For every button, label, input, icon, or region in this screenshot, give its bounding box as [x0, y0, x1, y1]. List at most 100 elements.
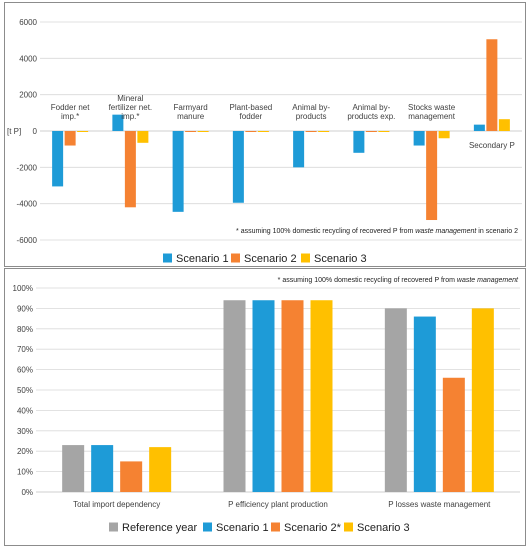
- legend-label-2: Scenario 2*: [284, 522, 342, 534]
- category-label: manure: [177, 112, 205, 121]
- bar-scenario-2: [305, 131, 317, 132]
- bar-scenario-3: [378, 131, 390, 132]
- legend-swatch-1: [231, 253, 240, 263]
- legend-swatch-3: [344, 522, 353, 532]
- bar-scenario-2-: [442, 377, 465, 492]
- bar-scenario-2: [365, 131, 377, 132]
- y-tick-label: 100%: [13, 284, 33, 293]
- legend-label-1: Scenario 1: [216, 522, 269, 534]
- bar-scenario-1: [91, 445, 114, 492]
- y-axis-label: [t P]: [7, 127, 21, 136]
- bar-scenario-2-: [120, 461, 143, 492]
- bar-scenario-3: [438, 131, 450, 139]
- bar-scenario-1: [473, 124, 485, 131]
- y-tick-label: -6000: [17, 236, 38, 245]
- bar-scenario-1: [293, 131, 305, 168]
- legend-label-0: Scenario 1: [176, 253, 229, 265]
- y-tick-label: 40%: [17, 406, 33, 415]
- y-tick-label: 50%: [17, 386, 33, 395]
- bar-scenario-2: [124, 131, 136, 208]
- bar-scenario-1: [413, 316, 436, 492]
- y-tick-label: 0: [33, 127, 38, 136]
- note-part-1: waste management: [457, 277, 519, 284]
- category-label: Farmyard: [174, 103, 208, 112]
- category-label: Plant-based: [230, 103, 273, 112]
- bar-scenario-3: [310, 300, 333, 492]
- bar-scenario-2: [426, 131, 438, 221]
- bar-scenario-2: [64, 131, 76, 146]
- bar-scenario-2-: [281, 300, 304, 492]
- category-label: Mineral: [117, 94, 143, 103]
- note-part-0: * assuming 100% domestic recycling of re…: [278, 277, 457, 284]
- bar-scenario-1: [112, 114, 124, 131]
- category-label: imp.*: [61, 112, 79, 121]
- y-tick-label: 20%: [17, 447, 33, 456]
- category-label: Animal by-: [352, 103, 390, 112]
- category-label: imp.*: [121, 112, 139, 121]
- chart-bottom-indicators: 100% 90% 80% 70% 60% 50% 40% 30% 20% 10% 0% Total i…: [4, 268, 526, 546]
- legend-swatch-2: [301, 253, 310, 263]
- category-label: P losses waste management: [388, 500, 491, 509]
- footnote-bottom: * assuming 100% domestic recycling of re…: [278, 277, 519, 284]
- y-tick-label: 30%: [17, 427, 33, 436]
- bar-scenario-2: [185, 131, 197, 132]
- category-label: Animal by-: [292, 103, 330, 112]
- bar-scenario-1: [252, 300, 275, 492]
- y-tick-label: -4000: [17, 200, 38, 209]
- category-label: P efficiency plant production: [228, 500, 328, 509]
- category-label: Fodder net: [51, 103, 90, 112]
- category-label: Total import dependency: [73, 500, 160, 509]
- category-label: fertilizer net.: [109, 103, 153, 112]
- y-tick-label: 60%: [17, 366, 33, 375]
- bar-scenario-3: [197, 131, 209, 132]
- legend-top: Scenario 1 Scenario 2 Scenario 3: [163, 253, 367, 265]
- bar-scenario-1: [172, 131, 184, 212]
- bar-scenario-1: [232, 131, 244, 203]
- note-part-1: waste management: [415, 228, 477, 235]
- bar-scenario-1: [52, 131, 64, 187]
- legend-label-0: Reference year: [122, 522, 198, 534]
- bar-scenario-3: [318, 131, 330, 132]
- chart-top-phosphorus-flows: 6000 4000 2000 0 -2000 -4000 -6000 [t P] Fodder …: [4, 2, 526, 267]
- bar-scenario-3: [257, 131, 269, 132]
- y-tick-label: 0%: [21, 488, 33, 497]
- bar-scenario-2: [245, 131, 257, 132]
- category-label: products: [296, 112, 327, 121]
- legend-swatch-0: [109, 522, 118, 532]
- y-tick-label: 80%: [17, 325, 33, 334]
- y-tick-label: 90%: [17, 304, 33, 313]
- legend-label-1: Scenario 2: [244, 253, 297, 265]
- legend-swatch-1: [203, 522, 212, 532]
- category-label: Stocks waste: [408, 103, 456, 112]
- y-tick-label: 6000: [19, 18, 37, 27]
- category-label: products exp.: [347, 112, 395, 121]
- legend-label-3: Scenario 3: [357, 522, 410, 534]
- bar-scenario-1: [413, 131, 425, 146]
- bar-scenario-3: [77, 131, 89, 132]
- bar-scenario-2: [486, 39, 498, 132]
- bar-reference-year: [62, 445, 85, 492]
- bar-scenario-3: [498, 119, 510, 131]
- category-label: management: [408, 112, 455, 121]
- y-tick-label: 10%: [17, 468, 33, 477]
- note-part-0: * assuming 100% domestic recycling of re…: [236, 228, 415, 235]
- category-label: fodder: [240, 112, 263, 121]
- y-tick-label: 70%: [17, 345, 33, 354]
- bar-scenario-3: [471, 308, 494, 492]
- category-label: Secondary P: [469, 141, 515, 150]
- footnote-top: * assuming 100% domestic recycling of re…: [236, 228, 518, 235]
- bar-scenario-1: [353, 131, 365, 153]
- bar-reference-year: [223, 300, 246, 492]
- legend-label-2: Scenario 3: [314, 253, 367, 265]
- bar-scenario-3: [149, 447, 172, 492]
- bar-scenario-3: [137, 131, 149, 143]
- y-tick-label: 2000: [19, 91, 37, 100]
- bar-reference-year: [384, 308, 407, 492]
- legend-bottom: Reference year Scenario 1 Scenario 2* Scena…: [109, 522, 410, 534]
- note-part-2: in scenario 2: [476, 228, 518, 235]
- y-tick-label: 4000: [19, 54, 37, 63]
- legend-swatch-2: [271, 522, 280, 532]
- y-tick-label: -2000: [17, 163, 38, 172]
- legend-swatch-0: [163, 253, 172, 263]
